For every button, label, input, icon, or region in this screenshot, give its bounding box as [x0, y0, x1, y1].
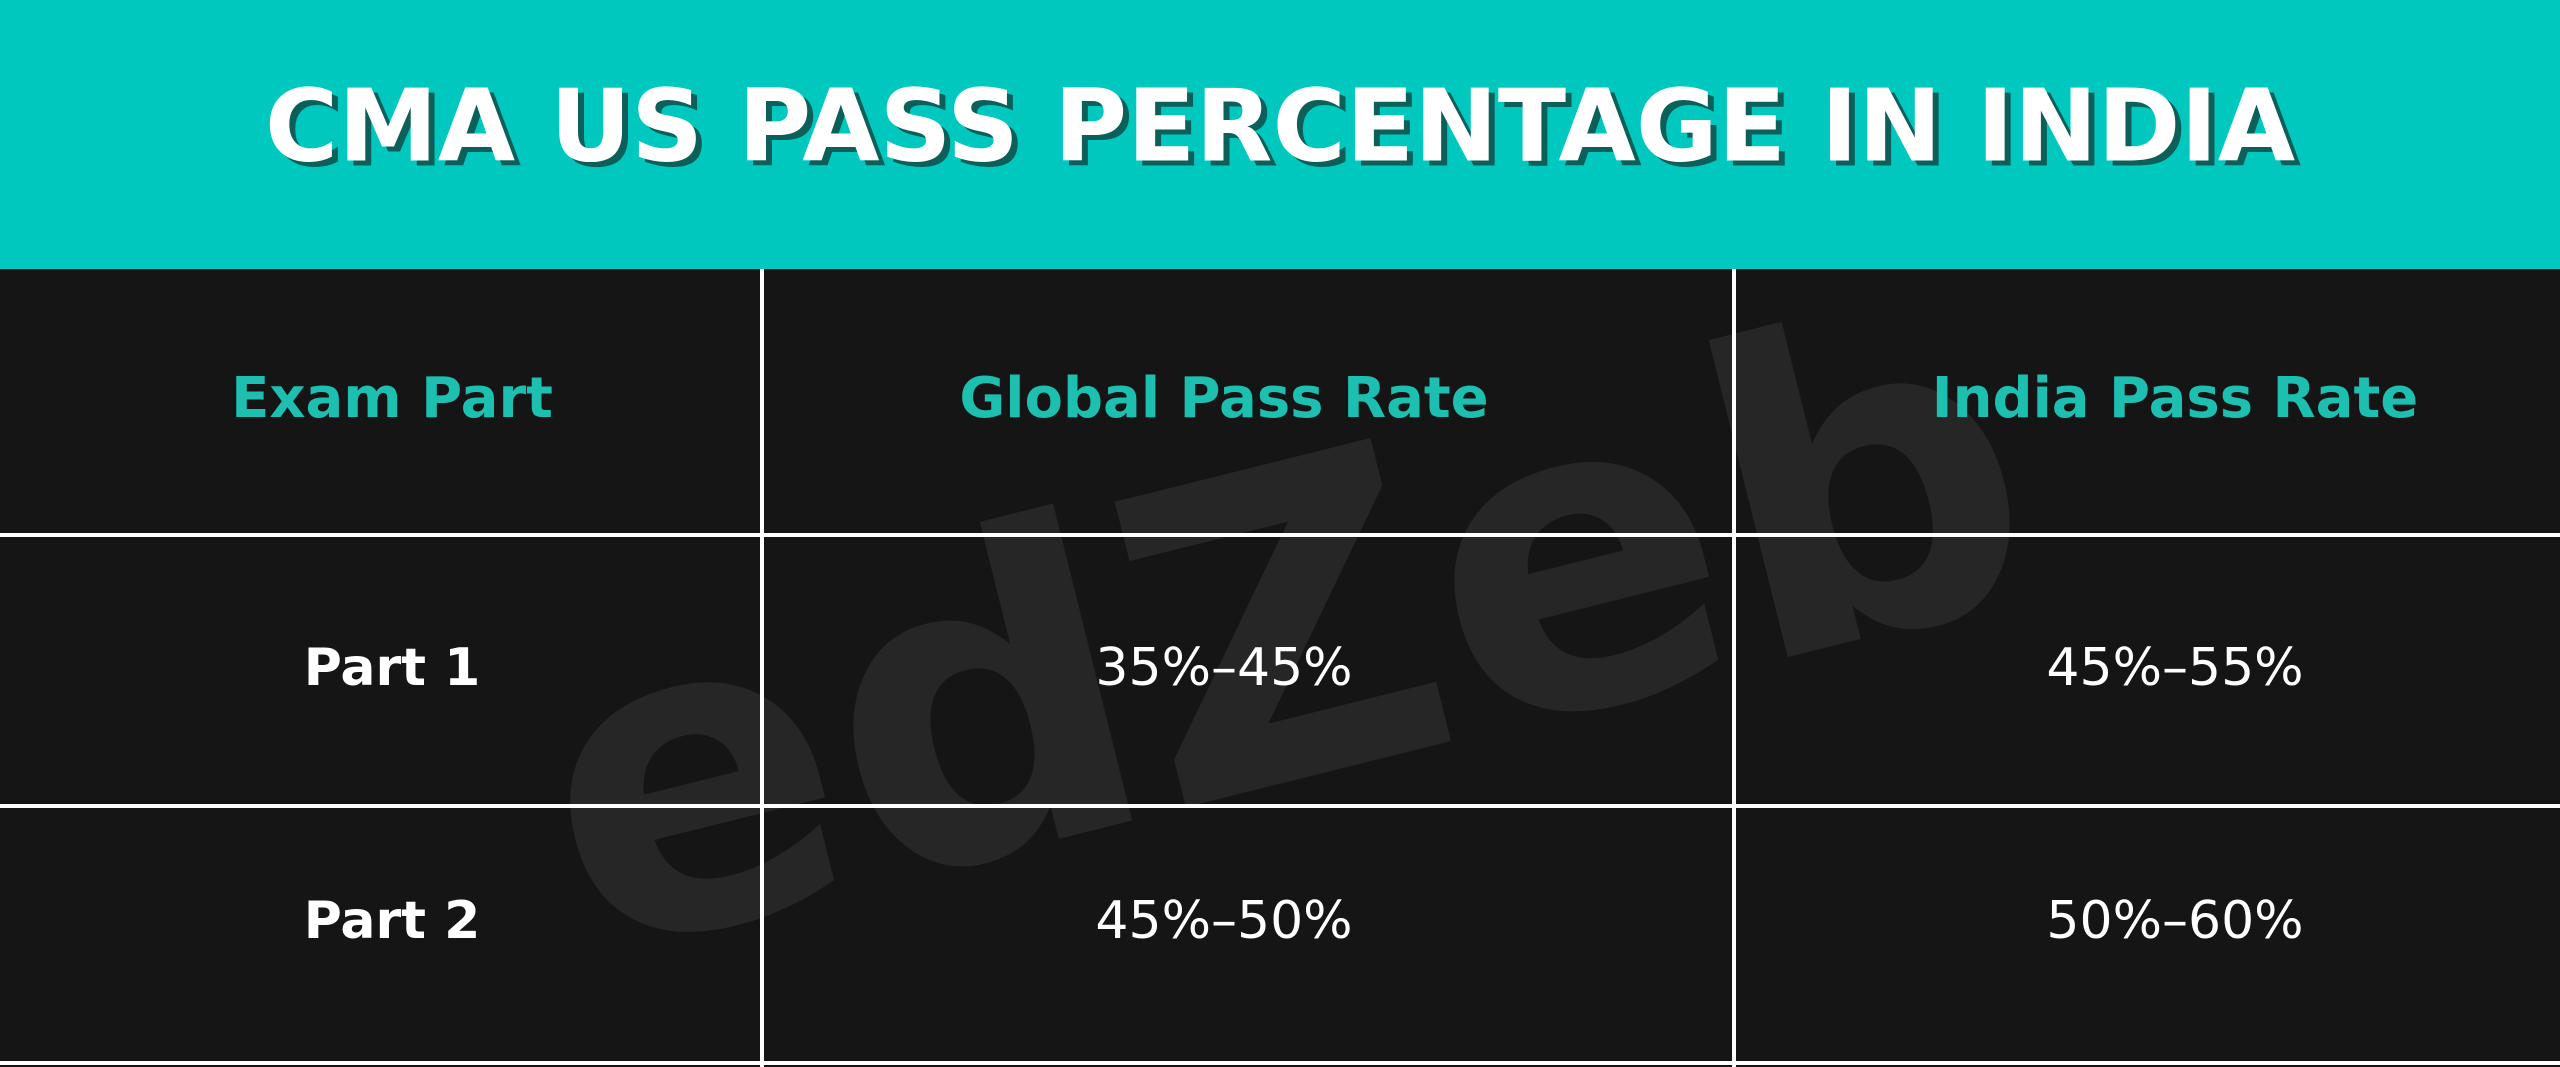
title-shadow: CMA US PASS PERCENTAGE IN INDIA — [271, 72, 2301, 189]
column-header: Exam Part — [231, 366, 553, 431]
column-header: Global Pass Rate — [959, 366, 1488, 431]
table-cell: 35%–45% — [1095, 638, 1352, 698]
table-cell: 45%–50% — [1095, 891, 1352, 951]
table-grid — [0, 269, 2560, 1067]
header-band — [0, 0, 2560, 269]
title: CMA US PASS PERCENTAGE IN INDIA — [265, 67, 2295, 184]
table-cell: Part 2 — [304, 891, 481, 951]
table-cell: Part 1 — [304, 638, 481, 698]
table: Exam Part Global Pass Rate India Pass Rate… — [231, 366, 2418, 951]
table-cell: 50%–60% — [2046, 891, 2303, 951]
table-cell: 45%–55% — [2046, 638, 2303, 698]
column-header: India Pass Rate — [1932, 366, 2418, 431]
